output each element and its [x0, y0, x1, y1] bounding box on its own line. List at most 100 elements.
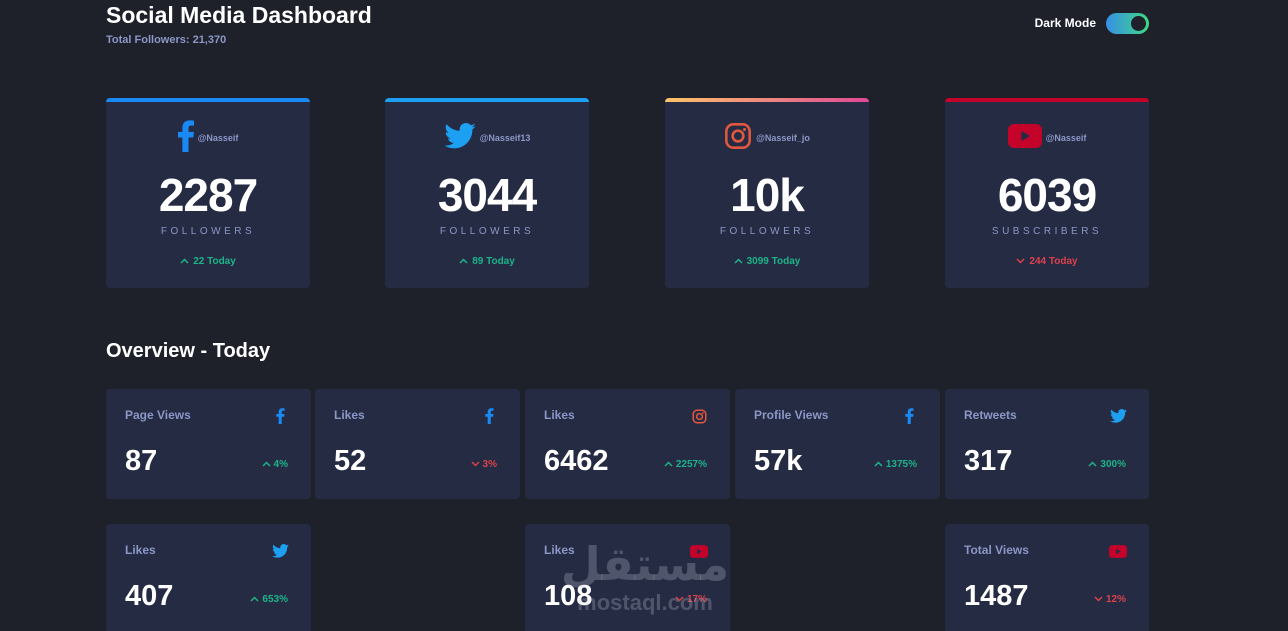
arrow-down-icon [675, 594, 684, 605]
overview-tile[interactable]: Likes 108 17% [525, 524, 730, 631]
twitter-icon [271, 542, 289, 560]
tile-percent-text: 3% [482, 459, 497, 470]
card-accent-bar [106, 98, 310, 102]
card-today: 22 Today [106, 256, 310, 267]
arrow-up-icon [1088, 459, 1097, 470]
overview-tile[interactable]: Page Views 87 4% [106, 389, 311, 499]
arrow-up-icon [734, 256, 743, 267]
facebook-icon [480, 407, 498, 425]
card-handle: @Nasseif [1045, 133, 1087, 143]
toggle-knob [1131, 16, 1146, 31]
twitter-icon [443, 122, 476, 154]
header: Social Media Dashboard Total Followers: … [106, 0, 1149, 60]
tile-value: 6462 [544, 445, 609, 477]
tile-value: 1487 [964, 580, 1029, 612]
arrow-up-icon [262, 459, 271, 470]
card-handle-row: @Nasseif [106, 119, 310, 154]
arrow-down-icon [1016, 256, 1025, 267]
card-facebook[interactable]: @Nasseif 2287 FOLLOWERS 22 Today [106, 98, 310, 288]
card-handle-row: @Nasseif13 [385, 122, 589, 154]
dark-mode-label: Dark Mode [1034, 16, 1096, 30]
tile-value: 52 [334, 445, 367, 477]
tile-percent: 653% [250, 594, 288, 605]
tile-percent: 17% [675, 594, 707, 605]
tile-value: 317 [964, 445, 1013, 477]
overview-tile[interactable]: Profile Views 57k 1375% [735, 389, 940, 499]
tile-percent-text: 4% [273, 459, 288, 470]
card-handle: @Nasseif_jo [756, 133, 810, 143]
card-label: FOLLOWERS [439, 226, 535, 237]
overview-tile[interactable]: Likes 407 653% [106, 524, 311, 631]
card-count: 10k [730, 169, 805, 221]
tile-label: Page Views [125, 408, 191, 422]
card-count: 2287 [158, 169, 258, 221]
card-accent-bar [945, 98, 1149, 102]
card-label: FOLLOWERS [719, 226, 815, 237]
instagram-icon [724, 122, 752, 155]
tile-percent: 12% [1094, 594, 1126, 605]
tile-label: Profile Views [754, 408, 829, 422]
card-handle: @Nasseif13 [479, 133, 531, 143]
tile-percent: 300% [1088, 459, 1126, 470]
overview-tile[interactable]: Retweets 317 300% [945, 389, 1149, 499]
tile-label: Likes [544, 543, 575, 557]
youtube-icon [1109, 542, 1127, 560]
tile-label: Likes [334, 408, 365, 422]
card-instagram[interactable]: @Nasseif_jo 10k FOLLOWERS 3099 Today [665, 98, 869, 288]
tile-percent-text: 653% [262, 594, 288, 605]
card-handle-row: @Nasseif [945, 122, 1149, 154]
arrow-down-icon [471, 459, 480, 470]
card-twitter[interactable]: @Nasseif13 3044 FOLLOWERS 89 Today [385, 98, 589, 288]
overview-tile[interactable]: Total Views 1487 12% [945, 524, 1149, 631]
card-today: 3099 Today [665, 256, 869, 267]
tile-value: 57k [754, 445, 803, 477]
overview-tile[interactable]: Likes 6462 2257% [525, 389, 730, 499]
twitter-icon [1109, 407, 1127, 425]
tile-percent-text: 17% [686, 594, 707, 605]
card-handle-row: @Nasseif_jo [665, 122, 869, 154]
card-label: SUBSCRIBERS [991, 226, 1103, 237]
tile-value: 108 [544, 580, 593, 612]
overview-title: Overview - Today [106, 340, 271, 362]
tile-percent-text: 2257% [675, 459, 707, 470]
card-accent-bar [665, 98, 869, 102]
tile-value: 407 [125, 580, 174, 612]
facebook-icon [900, 407, 918, 425]
arrow-up-icon [250, 594, 259, 605]
tile-label: Likes [125, 543, 156, 557]
card-count: 6039 [997, 169, 1097, 221]
card-today-text: 3099 Today [746, 256, 801, 267]
total-followers: Total Followers: 21,370 [106, 34, 227, 46]
tile-percent: 1375% [874, 459, 917, 470]
arrow-up-icon [874, 459, 883, 470]
overview-tile[interactable]: Likes 52 3% [315, 389, 520, 499]
card-youtube[interactable]: @Nasseif 6039 SUBSCRIBERS 244 Today [945, 98, 1149, 288]
arrow-up-icon [459, 256, 468, 267]
arrow-up-icon [180, 256, 189, 267]
tile-percent: 3% [471, 459, 497, 470]
card-label: FOLLOWERS [160, 226, 256, 237]
card-accent-bar [385, 98, 589, 102]
tile-label: Total Views [964, 543, 1029, 557]
tile-percent: 4% [262, 459, 288, 470]
page-title: Social Media Dashboard [106, 2, 372, 28]
youtube-icon [690, 542, 708, 560]
tile-percent-text: 300% [1100, 459, 1126, 470]
tile-percent: 2257% [664, 459, 707, 470]
tile-percent-text: 1375% [885, 459, 917, 470]
card-today-text: 244 Today [1029, 256, 1078, 267]
tile-percent-text: 12% [1105, 594, 1126, 605]
tile-label: Likes [544, 408, 575, 422]
tile-value: 87 [125, 445, 158, 477]
instagram-icon [690, 407, 708, 425]
card-today: 89 Today [385, 256, 589, 267]
arrow-up-icon [664, 459, 673, 470]
tile-label: Retweets [964, 408, 1017, 422]
facebook-icon [271, 407, 289, 425]
card-today-text: 22 Today [193, 256, 236, 267]
arrow-down-icon [1094, 594, 1103, 605]
youtube-icon [1007, 123, 1042, 153]
card-today: 244 Today [945, 256, 1149, 267]
dark-mode-toggle[interactable] [1106, 13, 1149, 34]
